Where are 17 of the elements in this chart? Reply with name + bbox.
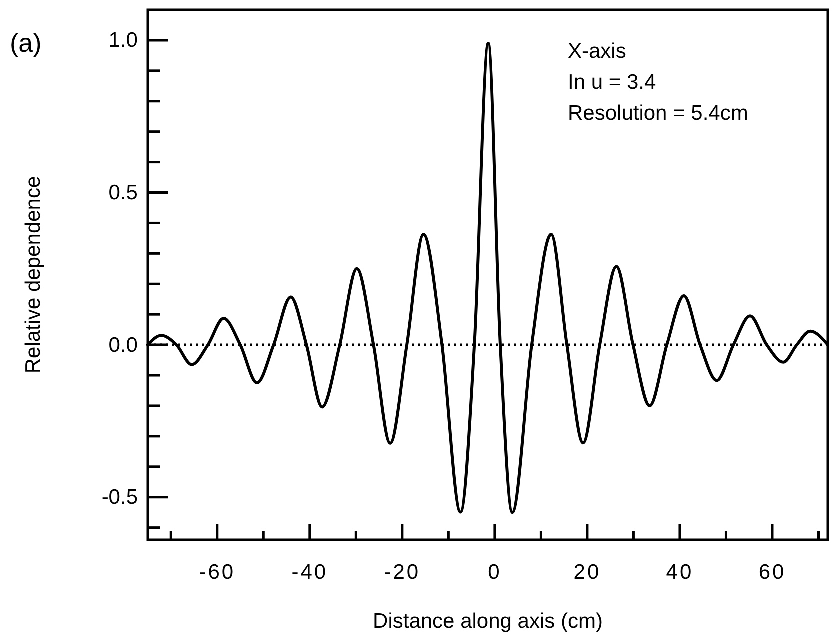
y-axis-title: Relative dependence (22, 176, 45, 374)
text: (a) (10, 28, 42, 58)
x-tick-label: 40 (666, 560, 694, 584)
y-tick-label: 1.0 (108, 29, 138, 52)
x-tick-label: -60 (199, 560, 236, 584)
x-tick-label: -20 (384, 560, 421, 584)
x-tick-label: -40 (292, 560, 328, 584)
annotation: X-axis (568, 40, 626, 63)
x-tick-label: 0 (488, 560, 502, 584)
y-tick-label: 0.5 (108, 181, 138, 204)
y-tick-label: -0.5 (102, 486, 138, 510)
x-axis-title: Distance along axis (cm) (373, 610, 603, 633)
annotation: Resolution = 5.4cm (568, 102, 748, 125)
annotation: In u = 3.4 (568, 71, 656, 94)
x-tick-label: 60 (758, 560, 786, 584)
x-tick-label: 20 (574, 560, 602, 584)
y-tick-label: 0.0 (108, 334, 138, 357)
